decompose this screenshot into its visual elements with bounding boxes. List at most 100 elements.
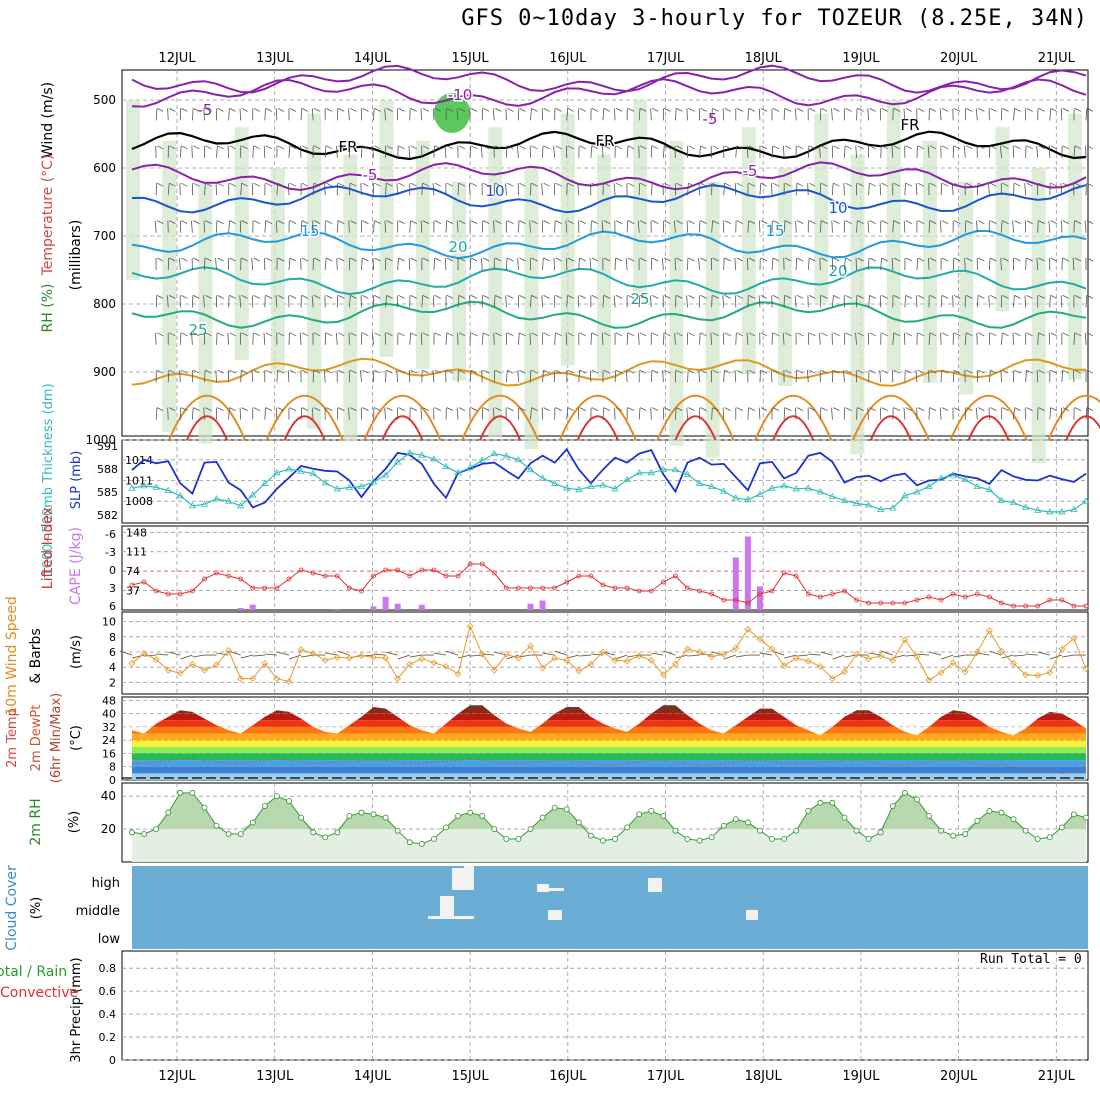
wind-barb-flag [603, 332, 611, 337]
wind-barb-staff [409, 332, 412, 345]
wind-barb-flag [1086, 220, 1094, 224]
wind-barb-staff [300, 108, 303, 121]
wind-barb-flag [1038, 220, 1045, 224]
wind-barb-flag [398, 257, 405, 262]
rh-point [479, 812, 486, 819]
thickness-point [707, 482, 716, 490]
wind-barb-flag [555, 182, 562, 187]
cape-bar [744, 536, 751, 610]
wind-barb-staff [396, 183, 399, 196]
wind-barb-staff [831, 407, 833, 420]
wind-barb-staff [867, 220, 870, 233]
wind-barb-flag [422, 145, 430, 150]
thickness-point [309, 469, 317, 476]
thickness-point [985, 485, 994, 493]
wind-barb-staff [710, 145, 713, 158]
contour-label: 25 [630, 290, 649, 308]
wind-barb-flag [313, 257, 321, 262]
surface-wind-barb [977, 652, 990, 656]
wind-barb-flag [495, 407, 502, 411]
wind-barb-flag [229, 369, 236, 374]
wind-barb-staff [324, 145, 327, 158]
wind-speed-point [478, 650, 486, 658]
wind-barb-staff [565, 332, 568, 345]
precip-tick-label: 0.4 [99, 1008, 117, 1021]
wind-barb-staff [613, 295, 616, 308]
wind-barb-flag [495, 220, 502, 224]
slp-tick-label: 1014 [125, 454, 153, 467]
wind-barb-staff [1001, 332, 1003, 345]
wind-barb-flag [241, 145, 248, 150]
wind-barb-flag [410, 145, 417, 150]
wind-barb-staff [723, 183, 725, 196]
lifted-index-point [250, 585, 256, 591]
lifted-index-point [177, 591, 183, 597]
lifted-index-point [262, 585, 268, 591]
wind-barb-flag [893, 145, 900, 150]
wind-barb-staff [964, 220, 967, 233]
wind-barb-flag [833, 145, 840, 150]
wind-barb-staff [288, 145, 291, 158]
temp-tick-label: 40 [102, 708, 116, 721]
wind-barb-staff [735, 332, 737, 345]
wind-barb-flag [905, 295, 913, 299]
wind-barb-flag [169, 369, 176, 374]
wind-barb-flag [434, 108, 442, 112]
wind-barb-flag [652, 220, 659, 224]
rh-shade-cell [669, 140, 684, 446]
wind-barb-flag [881, 182, 888, 187]
wind-barb-flag [941, 220, 949, 224]
wind-barb-staff [372, 257, 374, 271]
wind-barb-flag [495, 369, 502, 374]
wind-speed-point [164, 666, 172, 674]
wind-barb-flag [555, 332, 562, 337]
rh-point [273, 793, 280, 800]
rh-point [962, 831, 969, 837]
wind-barb-flag [700, 332, 707, 337]
wind-barb-flag [809, 182, 816, 187]
wind-barb-flag [543, 257, 550, 262]
temperature-contour [131, 64, 1087, 94]
wind-speed-point [925, 676, 933, 684]
wind-barb-flag [664, 295, 671, 299]
wind-barb-flag [603, 108, 611, 112]
wind-barb-staff [432, 370, 435, 383]
wind-barb-flag [422, 332, 430, 337]
surface-wind-barb [1025, 653, 1038, 656]
wind-barb-staff [747, 407, 749, 420]
li-tick-label: 3 [109, 582, 116, 595]
rh-point [1046, 834, 1053, 841]
wind-barb-flag [374, 257, 381, 262]
wind-barb-flag [398, 332, 405, 337]
pressure-tick-label: 700 [93, 229, 116, 243]
wind-barb-flag [217, 295, 224, 299]
wind-barb-flag [446, 332, 454, 337]
wind-barb-flag [543, 220, 550, 224]
wind-barb-flag [881, 145, 888, 150]
lifted-index-point [576, 573, 582, 579]
surface-wind-barb [759, 652, 773, 656]
wind-barb-flag [712, 257, 719, 262]
wind-barb-flag [1014, 295, 1021, 299]
wind-barb-flag [929, 295, 937, 299]
wind-speed-point [744, 625, 752, 633]
wind-barb-flag [760, 257, 768, 262]
wind-barb-flag [470, 145, 478, 150]
lifted-index-point [721, 597, 727, 603]
wind-speed-point [599, 648, 607, 656]
wind-speed-point [720, 650, 728, 658]
rh-point [249, 819, 256, 826]
wind-speed-point [273, 675, 281, 682]
thickness-point [949, 471, 957, 478]
wind-barb-staff [1024, 183, 1027, 196]
wind-barb-staff [191, 108, 194, 121]
wind-barb-flag [1086, 295, 1094, 299]
contour-label: 15 [300, 222, 319, 240]
wind-barb-flag [483, 295, 490, 299]
wind-barb-flag [205, 332, 212, 337]
wind-barb-flag [374, 145, 381, 150]
cloud-block [548, 888, 564, 891]
rh-point [793, 827, 800, 834]
wind-barb-flag [277, 108, 285, 112]
wind-barb-flag [796, 295, 804, 299]
